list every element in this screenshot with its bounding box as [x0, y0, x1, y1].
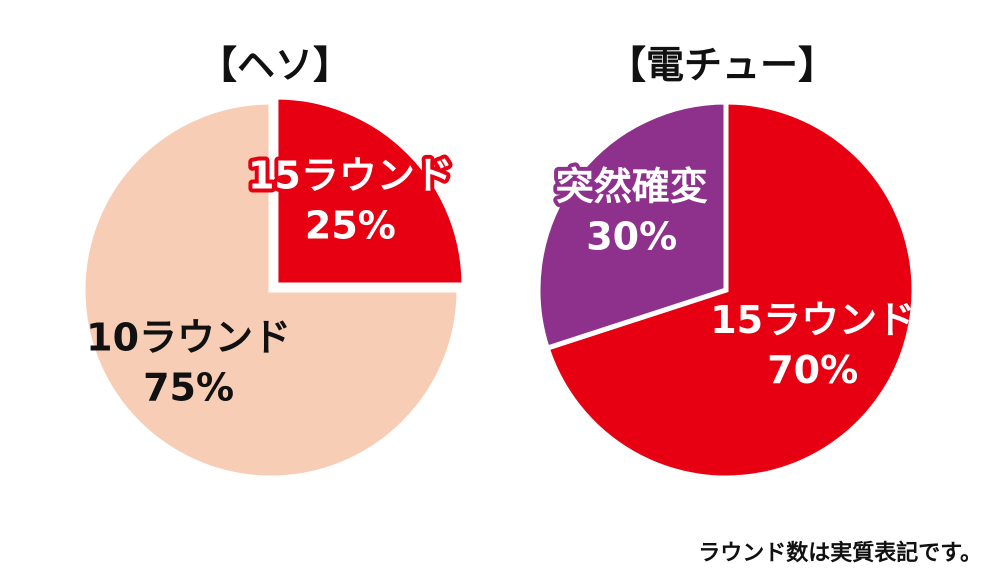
chart-title-heso: 【ヘソ】 [199, 43, 351, 87]
footnote: ラウンド数は実質表記です。 [698, 541, 982, 566]
pie-slice [273, 94, 467, 288]
pie-denchu: 15ラウンド 70% 突然確変 30% [535, 99, 917, 481]
slice-label-name: 15ラウンド [710, 298, 915, 342]
slice-label-value: 70% [767, 348, 858, 392]
slice-label-name: 突然確変 [556, 164, 708, 208]
slice-label-name: 10ラウンド [86, 315, 291, 359]
pie-slice [80, 99, 462, 481]
slice-label-value: 75% [143, 365, 234, 409]
chart-title-denchu: 【電チュー】 [608, 43, 836, 87]
slice-label-name: 15ラウンド [248, 154, 453, 198]
pie-slice [535, 99, 729, 352]
slice-label-value: 30% [586, 214, 677, 258]
pie-heso: 15ラウンド 25% 10ラウンド 75% [80, 94, 467, 481]
slice-label-value: 25% [305, 204, 396, 248]
pie-slice [544, 99, 917, 481]
